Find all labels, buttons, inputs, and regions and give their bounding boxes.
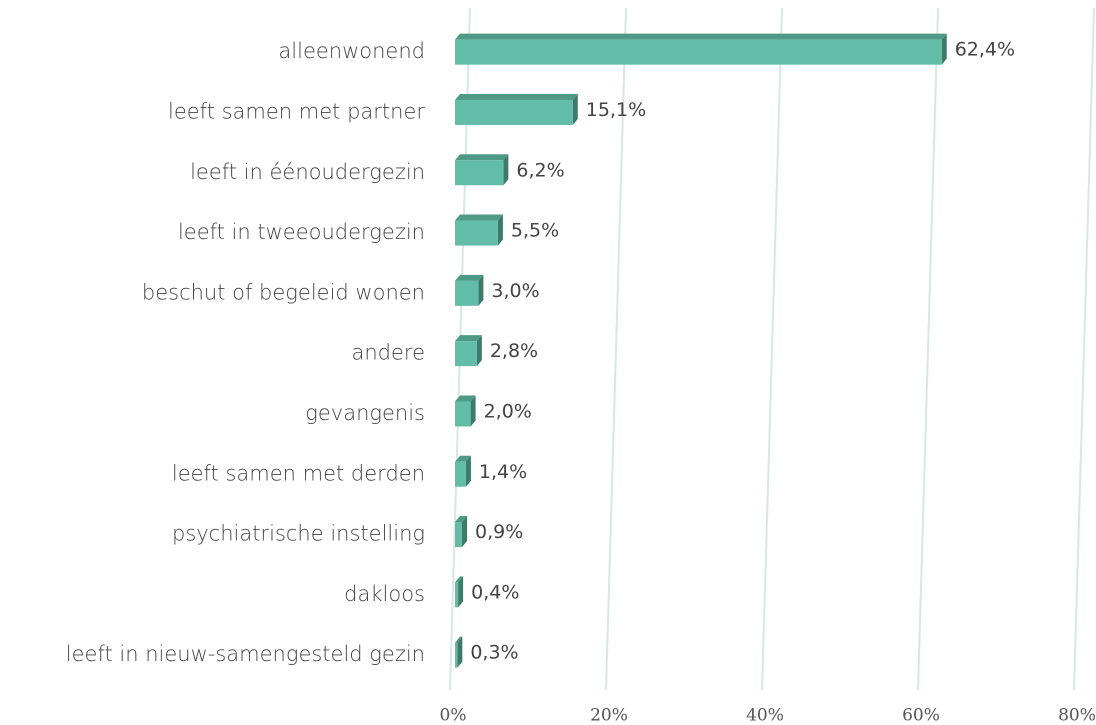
- bar: [455, 99, 573, 125]
- bar: [455, 220, 498, 246]
- bar-side: [470, 395, 476, 427]
- y-tick-label: leeft samen met partner: [168, 99, 425, 123]
- value-label: 0,3%: [470, 642, 518, 664]
- bar: [455, 401, 471, 427]
- bar: [455, 39, 942, 65]
- value-label: 5,5%: [511, 220, 559, 242]
- bar: [455, 341, 477, 367]
- bar-side: [497, 214, 503, 246]
- bar: [455, 522, 463, 548]
- bar: [455, 582, 459, 608]
- value-label: 1,4%: [479, 461, 527, 483]
- bar-top: [455, 93, 578, 100]
- y-tick-label: leeft samen met derden: [172, 461, 425, 485]
- bar-top: [455, 335, 482, 342]
- bar-top: [455, 33, 947, 40]
- x-tick-label: 80%: [1058, 706, 1096, 725]
- bar-side: [457, 636, 463, 668]
- y-tick-label: leeft in éénoudergezin: [190, 160, 425, 184]
- bar-side: [503, 154, 509, 186]
- bar-top: [455, 214, 503, 221]
- y-tick-label: andere: [351, 341, 425, 365]
- value-label: 15,1%: [586, 99, 646, 121]
- bar-side: [572, 93, 578, 125]
- bar: [455, 160, 504, 186]
- grid-line: [1073, 7, 1095, 691]
- x-tick-label: 60%: [902, 706, 940, 725]
- y-tick-label: leeft in nieuw-samengesteld gezin: [66, 642, 425, 666]
- y-tick-label: beschut of begeleid wonen: [142, 280, 425, 304]
- bar-side: [458, 576, 464, 608]
- value-label: 0,9%: [475, 521, 523, 543]
- bar-side: [941, 33, 947, 65]
- y-tick-label: leeft in tweeoudergezin: [178, 220, 425, 244]
- value-label: 6,2%: [516, 159, 564, 181]
- y-tick-label: gevangenis: [305, 401, 425, 425]
- grid-line: [605, 7, 627, 691]
- bar-top: [455, 455, 471, 462]
- bar-top: [455, 636, 463, 643]
- bar-top: [455, 516, 468, 523]
- bar-side: [465, 455, 471, 487]
- x-tick-label: 0%: [440, 706, 467, 725]
- bar-top: [455, 154, 509, 161]
- value-label: 3,0%: [491, 280, 539, 302]
- bar: [455, 642, 458, 668]
- x-tick-label: 20%: [590, 706, 628, 725]
- y-tick-label: dakloos: [344, 582, 425, 606]
- y-tick-label: alleenwonend: [278, 39, 425, 63]
- grid-line: [761, 7, 783, 691]
- y-tick-label: psychiatrische instelling: [172, 522, 425, 546]
- value-label: 62,4%: [955, 39, 1015, 61]
- bar: [455, 461, 466, 487]
- grid-line: [917, 7, 939, 691]
- bar-side: [478, 274, 484, 306]
- value-label: 0,4%: [471, 581, 519, 603]
- value-label: 2,8%: [490, 340, 538, 362]
- bar-side: [462, 516, 468, 548]
- bar: [455, 280, 479, 306]
- bar-top: [455, 576, 464, 583]
- bar-side: [476, 335, 482, 367]
- bar-top: [455, 395, 476, 402]
- bar-top: [455, 274, 484, 281]
- x-tick-label: 40%: [746, 706, 784, 725]
- value-label: 2,0%: [484, 400, 532, 422]
